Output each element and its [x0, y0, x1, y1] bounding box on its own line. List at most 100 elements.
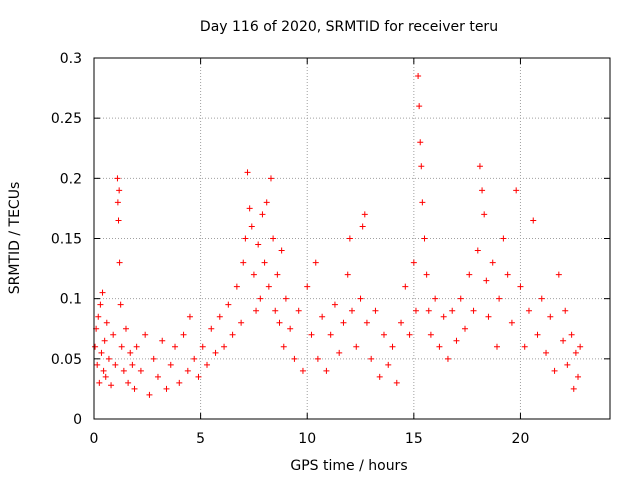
- data-point: [474, 247, 481, 254]
- data-point: [295, 307, 302, 314]
- data-point: [327, 331, 334, 338]
- data-point: [282, 295, 289, 302]
- data-point: [423, 271, 430, 278]
- data-point: [108, 382, 115, 389]
- data-point: [476, 163, 483, 170]
- data-point: [225, 301, 232, 308]
- data-point: [233, 283, 240, 290]
- data-point: [94, 361, 101, 368]
- data-point: [525, 307, 532, 314]
- data-point: [344, 271, 351, 278]
- y-tick-label: 0.2: [60, 171, 82, 187]
- data-point: [372, 307, 379, 314]
- data-point: [440, 313, 447, 320]
- data-point: [485, 313, 492, 320]
- data-point: [150, 355, 157, 362]
- data-point: [259, 211, 266, 218]
- data-point: [146, 391, 153, 398]
- y-tick-label: 0: [73, 412, 82, 428]
- data-point: [530, 217, 537, 224]
- data-point: [276, 319, 283, 326]
- data-point: [500, 235, 507, 242]
- data-point: [547, 313, 554, 320]
- data-point: [568, 331, 575, 338]
- y-tick-label: 0.3: [60, 51, 82, 67]
- data-point: [572, 349, 579, 356]
- data-point: [176, 379, 183, 386]
- data-point: [415, 73, 422, 80]
- data-point: [368, 355, 375, 362]
- data-point: [380, 331, 387, 338]
- data-point: [115, 217, 122, 224]
- data-point: [137, 367, 144, 374]
- data-point: [363, 319, 370, 326]
- data-point: [118, 343, 125, 350]
- data-point: [103, 319, 110, 326]
- x-tick-label: 10: [298, 431, 316, 447]
- data-point: [412, 307, 419, 314]
- data-points: [92, 73, 584, 398]
- data-point: [240, 259, 247, 266]
- data-point: [265, 283, 272, 290]
- data-point: [280, 343, 287, 350]
- data-point: [246, 205, 253, 212]
- data-point: [489, 259, 496, 266]
- data-point: [517, 283, 524, 290]
- data-point: [416, 103, 423, 110]
- data-point: [449, 307, 456, 314]
- data-point: [504, 271, 511, 278]
- data-point: [204, 361, 211, 368]
- data-point: [521, 343, 528, 350]
- data-point: [184, 367, 191, 374]
- data-point: [117, 301, 124, 308]
- data-point: [481, 211, 488, 218]
- data-point: [102, 373, 109, 380]
- data-point: [291, 355, 298, 362]
- data-point: [172, 343, 179, 350]
- data-point: [278, 247, 285, 254]
- data-point: [421, 235, 428, 242]
- data-point: [470, 307, 477, 314]
- data-point: [114, 175, 121, 182]
- data-point: [244, 169, 251, 176]
- data-point: [357, 295, 364, 302]
- data-point: [551, 367, 558, 374]
- data-point: [304, 283, 311, 290]
- data-point: [100, 367, 107, 374]
- y-axis-label: SRMTID / TECUs: [7, 182, 23, 295]
- data-point: [116, 259, 123, 266]
- data-point: [101, 337, 108, 344]
- data-point: [133, 343, 140, 350]
- data-point: [543, 349, 550, 356]
- data-point: [125, 379, 132, 386]
- x-axis-label: GPS time / hours: [290, 458, 407, 474]
- data-point: [402, 283, 409, 290]
- y-tick-label: 0.15: [51, 232, 82, 248]
- data-point: [312, 259, 319, 266]
- data-point: [466, 271, 473, 278]
- data-point: [242, 235, 249, 242]
- x-tick-label: 15: [405, 431, 423, 447]
- data-point: [555, 271, 562, 278]
- data-point: [393, 379, 400, 386]
- data-point: [432, 295, 439, 302]
- data-point: [272, 307, 279, 314]
- data-point: [114, 199, 121, 206]
- data-point: [195, 373, 202, 380]
- data-point: [131, 385, 138, 392]
- data-point: [323, 367, 330, 374]
- data-point: [453, 337, 460, 344]
- data-point: [98, 349, 105, 356]
- data-point: [419, 199, 426, 206]
- data-point: [340, 319, 347, 326]
- data-point: [314, 355, 321, 362]
- data-point: [99, 289, 106, 296]
- data-point: [361, 211, 368, 218]
- data-point: [299, 367, 306, 374]
- data-point: [444, 355, 451, 362]
- data-point: [417, 139, 424, 146]
- data-point: [534, 331, 541, 338]
- data-point: [483, 277, 490, 284]
- data-point: [346, 235, 353, 242]
- data-point: [229, 331, 236, 338]
